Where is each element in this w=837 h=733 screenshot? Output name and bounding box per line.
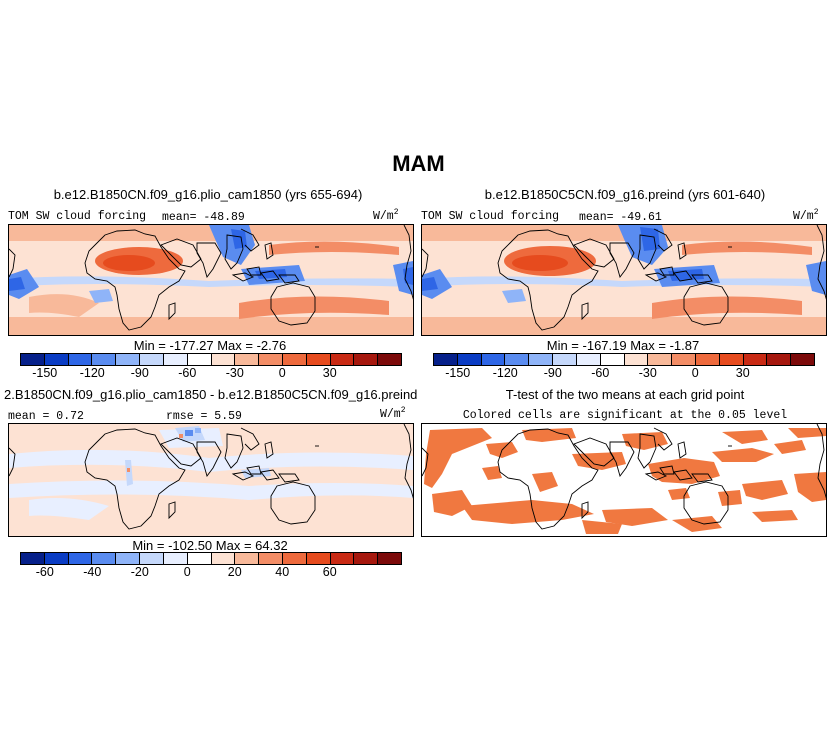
colorbar-swatch xyxy=(187,354,212,365)
panel1-mean: mean= -48.89 xyxy=(162,211,245,224)
colorbar-swatch xyxy=(378,354,401,365)
colorbar-swatch xyxy=(378,553,401,564)
colorbar-swatch xyxy=(354,354,379,365)
colorbar-tick-label: -120 xyxy=(492,366,518,380)
panel2-map xyxy=(421,224,827,336)
colorbar-swatch xyxy=(140,354,164,365)
colorbar-swatch xyxy=(140,553,164,564)
panel1-field xyxy=(9,225,413,335)
panel4-title: T-test of the two means at each grid poi… xyxy=(505,387,745,402)
colorbar-swatch xyxy=(767,354,792,365)
colorbar-tick-label: -60 xyxy=(35,565,54,579)
colorbar-swatch xyxy=(330,553,355,564)
colorbar-swatch xyxy=(434,354,458,365)
colorbar-tick-label: 60 xyxy=(322,565,337,579)
colorbar-tick-label: 30 xyxy=(735,366,750,380)
panel2-minmax: Min = -167.19 Max = -1.87 xyxy=(546,338,700,353)
colorbar-swatch xyxy=(21,553,45,564)
colorbar-swatch xyxy=(163,553,188,564)
panel3-field xyxy=(9,424,413,536)
panel2-field xyxy=(422,225,826,335)
colorbar-swatch xyxy=(624,354,649,365)
colorbar-swatch xyxy=(695,354,720,365)
colorbar-swatch xyxy=(282,354,307,365)
colorbar-swatch xyxy=(68,553,93,564)
panel1-map xyxy=(8,224,414,336)
colorbar-tick-label: 0 xyxy=(278,366,286,380)
colorbar-swatch xyxy=(92,354,117,365)
colorbar-swatch xyxy=(529,354,554,365)
colorbar-tick-label: -150 xyxy=(32,366,58,380)
colorbar-swatch xyxy=(211,354,236,365)
colorbar-swatch xyxy=(354,553,379,564)
colorbar-swatch xyxy=(457,354,482,365)
panel2-title: b.e12.B1850C5CN.f09_g16.preind (yrs 601-… xyxy=(484,187,766,202)
colorbar-swatch xyxy=(600,354,625,365)
panel1-variable: TOM SW cloud forcing xyxy=(8,210,147,223)
colorbar-tick-label: -60 xyxy=(591,366,610,380)
panel2-variable: TOM SW cloud forcing xyxy=(421,210,560,223)
colorbar-swatch xyxy=(330,354,355,365)
colorbar-swatch xyxy=(791,354,814,365)
panel1-units: W/m2 xyxy=(373,208,399,223)
colorbar-tick-label: -30 xyxy=(638,366,657,380)
panel4-subtitle: Colored cells are significant at the 0.0… xyxy=(462,409,788,422)
colorbar-tick-label: -20 xyxy=(130,565,149,579)
colorbar-tick-label: -150 xyxy=(445,366,471,380)
panel4-map xyxy=(421,423,827,537)
colorbar-swatch xyxy=(92,553,117,564)
colorbar-tick-label: -120 xyxy=(79,366,105,380)
colorbar-swatch xyxy=(576,354,601,365)
panel4-field xyxy=(422,424,826,534)
colorbar-swatch xyxy=(211,553,236,564)
colorbar-swatch xyxy=(116,354,141,365)
colorbar-tick-label: -40 xyxy=(83,565,102,579)
colorbar-swatch xyxy=(44,553,69,564)
panel1-title: b.e12.B1850CN.f09_g16.plio_cam1850 (yrs … xyxy=(53,187,363,202)
colorbar-swatch xyxy=(306,553,331,564)
panel3-colorbar xyxy=(20,552,402,565)
colorbar-swatch xyxy=(719,354,744,365)
colorbar-swatch xyxy=(553,354,577,365)
panel3-rmse: rmse = 5.59 xyxy=(166,410,242,423)
panel3-units: W/m2 xyxy=(380,406,406,421)
panel1-minmax: Min = -177.27 Max = -2.76 xyxy=(133,338,287,353)
colorbar-tick-label: 20 xyxy=(227,565,242,579)
panel2-units: W/m2 xyxy=(793,208,819,223)
colorbar-swatch xyxy=(163,354,188,365)
colorbar-swatch xyxy=(505,354,530,365)
colorbar-swatch xyxy=(116,553,141,564)
colorbar-swatch xyxy=(259,354,283,365)
colorbar-tick-label: 40 xyxy=(275,565,290,579)
colorbar-swatch xyxy=(259,553,283,564)
colorbar-swatch xyxy=(306,354,331,365)
colorbar-swatch xyxy=(68,354,93,365)
colorbar-swatch xyxy=(282,553,307,564)
colorbar-swatch xyxy=(743,354,768,365)
colorbar-swatch xyxy=(235,553,260,564)
panel3-minmax: Min = -102.50 Max = 64.32 xyxy=(132,538,288,553)
colorbar-tick-label: -90 xyxy=(543,366,562,380)
colorbar-tick-label: 0 xyxy=(183,565,191,579)
panel3-map xyxy=(8,423,414,537)
panel3-mean: mean = 0.72 xyxy=(8,410,84,423)
colorbar-tick-label: -30 xyxy=(225,366,244,380)
panel3-title: 2.B1850CN.f09_g16.plio_cam1850 - b.e12.B… xyxy=(4,387,418,402)
colorbar-swatch xyxy=(672,354,696,365)
colorbar-tick-label: 30 xyxy=(322,366,337,380)
colorbar-swatch xyxy=(648,354,673,365)
panel2-mean: mean= -49.61 xyxy=(579,211,662,224)
colorbar-tick-label: -90 xyxy=(130,366,149,380)
colorbar-tick-label: 0 xyxy=(691,366,699,380)
colorbar-swatch xyxy=(44,354,69,365)
colorbar-swatch xyxy=(235,354,260,365)
colorbar-tick-label: -60 xyxy=(178,366,197,380)
colorbar-swatch xyxy=(21,354,45,365)
colorbar-swatch xyxy=(187,553,212,564)
figure-title: MAM xyxy=(392,151,445,176)
panel2-colorbar xyxy=(433,353,815,366)
colorbar-swatch xyxy=(481,354,506,365)
panel1-colorbar xyxy=(20,353,402,366)
